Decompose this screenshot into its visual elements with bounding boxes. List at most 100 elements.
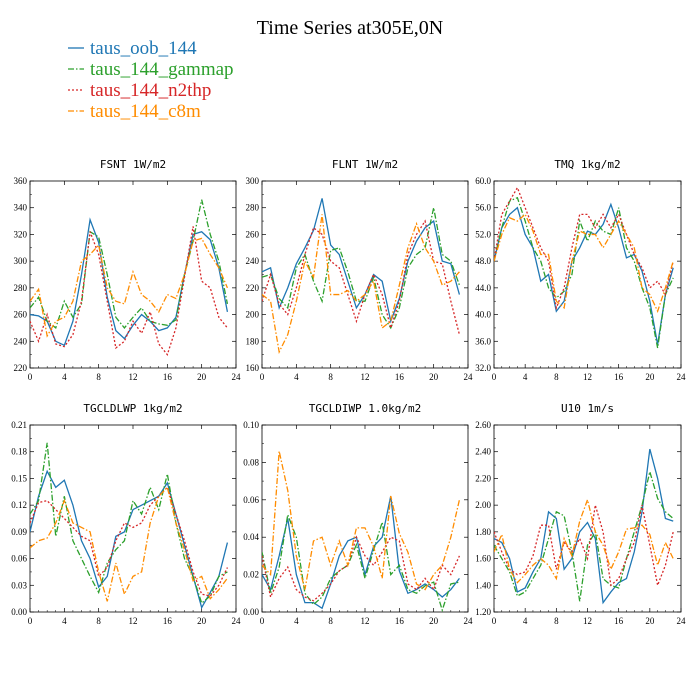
y-tick-label: 2.00	[475, 500, 491, 510]
x-tick-label: 0	[260, 372, 265, 382]
series-line-taus_144_c8m	[262, 214, 460, 355]
y-tick-label: 0.02	[243, 570, 259, 580]
y-tick-label: 360	[14, 176, 28, 186]
series-line-taus_144_gammap	[262, 512, 460, 612]
x-tick-label: 24	[232, 616, 242, 626]
y-tick-label: 2.20	[475, 473, 491, 483]
x-tick-label: 20	[645, 616, 655, 626]
legend-label: taus_oob_144	[90, 38, 197, 59]
y-tick-label: 0.06	[11, 554, 27, 564]
y-tick-label: 52.0	[475, 229, 491, 239]
panel-title: TGCLDLWP 1kg/m2	[83, 402, 182, 415]
x-tick-label: 8	[328, 372, 333, 382]
y-tick-label: 340	[14, 203, 28, 213]
y-tick-label: 300	[14, 256, 28, 266]
x-tick-label: 16	[614, 372, 624, 382]
x-tick-label: 12	[583, 372, 592, 382]
series-line-taus_144_c8m	[262, 451, 461, 591]
plot-frame	[493, 180, 682, 369]
y-tick-label: 0.08	[243, 457, 259, 467]
chart-panel: TGCLDLWP 1kg/m2 0 4 8 12 16 20 24 0.00 0.03 0.06 0.…	[11, 402, 241, 626]
y-tick-label: 56.0	[475, 203, 491, 213]
x-tick-label: 20	[645, 372, 655, 382]
y-tick-label: 40.0	[475, 310, 491, 320]
series-line-taus_oob_144	[30, 469, 229, 610]
y-tick-label: 0.09	[11, 527, 27, 537]
y-tick-label: 1.20	[475, 607, 491, 617]
plot-frame	[261, 424, 469, 613]
series-line-taus_oob_144	[262, 495, 460, 610]
panels: FSNT 1W/m20 4 8 12 16 20 242202402602803003203…	[11, 158, 686, 626]
x-tick-label: 0	[492, 616, 497, 626]
x-tick-label: 12	[583, 616, 592, 626]
y-tick-label: 0.00	[11, 607, 27, 617]
x-tick-label: 0	[492, 372, 497, 382]
x-tick-label: 4	[62, 616, 67, 626]
panel-title: TGCLDIWP 1.0kg/m2	[309, 402, 422, 415]
y-tick-label: 0.06	[243, 495, 259, 505]
chart-panel: TMQ 1kg/m2 0 4 8 12 16 20 24 32.0 36.0 40.0 44.0 48.…	[475, 158, 686, 382]
x-tick-label: 24	[677, 372, 687, 382]
series-line-taus_144_gammap	[30, 442, 228, 605]
x-tick-label: 8	[554, 616, 559, 626]
y-tick-label: 48.0	[475, 256, 491, 266]
y-tick-label: 300	[246, 176, 260, 186]
panel-title: FLNT 1W/m2	[332, 158, 398, 171]
x-tick-label: 8	[554, 372, 559, 382]
chart-panel: U10 1m/s 0 4 8 12 16 20 24 1.20 1.40 1.60 1.80 2.00 2…	[475, 402, 686, 626]
x-tick-label: 16	[163, 616, 173, 626]
y-tick-label: 220	[246, 283, 260, 293]
y-tick-label: 280	[14, 283, 28, 293]
x-tick-label: 0	[260, 616, 265, 626]
series-line-taus_144_n2thp	[494, 504, 674, 588]
x-tick-label: 20	[197, 616, 207, 626]
y-tick-label: 2.60	[475, 420, 491, 430]
x-tick-label: 24	[232, 372, 242, 382]
series-line-taus_144_n2thp	[494, 186, 674, 311]
series-line-taus_144_c8m	[494, 497, 674, 584]
y-tick-label: 0.00	[243, 607, 259, 617]
x-tick-label: 4	[294, 616, 299, 626]
x-tick-label: 20	[197, 372, 207, 382]
y-tick-label: 280	[246, 203, 260, 213]
series-line-taus_144_c8m	[30, 237, 229, 338]
chart-panel: TGCLDIWP 1.0kg/m2 0 4 8 12 16 20 24 0.00 0.02 0.04…	[243, 402, 473, 626]
series-line-taus_144_gammap	[30, 199, 229, 330]
panel-title: U10 1m/s	[561, 402, 614, 415]
series-line-taus_144_c8m	[30, 486, 228, 602]
series-line-taus_oob_144	[494, 202, 674, 345]
figure-title: Time Series at305E,0N	[257, 17, 443, 39]
series-line-taus_144_n2thp	[30, 486, 229, 597]
y-tick-label: 1.80	[475, 527, 491, 537]
series-line-taus_144_n2thp	[262, 535, 461, 602]
x-tick-label: 0	[28, 616, 33, 626]
x-tick-label: 4	[62, 372, 67, 382]
plot-frame	[29, 180, 237, 369]
series-line-taus_144_c8m	[494, 213, 674, 313]
y-tick-label: 240	[14, 336, 28, 346]
y-tick-label: 0.10	[243, 420, 259, 430]
x-tick-label: 16	[395, 616, 405, 626]
x-tick-label: 24	[464, 616, 474, 626]
y-tick-label: 0.12	[11, 500, 27, 510]
y-tick-label: 2.40	[475, 447, 491, 457]
series-line-taus_144_gammap	[494, 469, 674, 602]
y-tick-label: 1.60	[475, 554, 491, 564]
y-tick-label: 0.18	[11, 447, 27, 457]
y-tick-label: 180	[246, 336, 260, 346]
y-tick-label: 200	[246, 310, 260, 320]
panel-title: TMQ 1kg/m2	[554, 158, 620, 171]
x-tick-label: 0	[28, 372, 33, 382]
x-tick-label: 12	[129, 372, 138, 382]
y-tick-label: 36.0	[475, 336, 491, 346]
y-tick-label: 240	[246, 256, 260, 266]
series-line-taus_oob_144	[30, 217, 229, 347]
y-tick-label: 220	[14, 363, 28, 373]
chart-panel: FSNT 1W/m2 0 4 8 12 16 20 24 220 240 260 280 300 320 3…	[14, 158, 242, 382]
x-tick-label: 24	[677, 616, 687, 626]
legend-label: taus_144_n2thp	[90, 80, 211, 101]
y-tick-label: 0.04	[243, 532, 259, 542]
x-tick-label: 12	[361, 372, 370, 382]
plot-frame	[29, 424, 237, 613]
